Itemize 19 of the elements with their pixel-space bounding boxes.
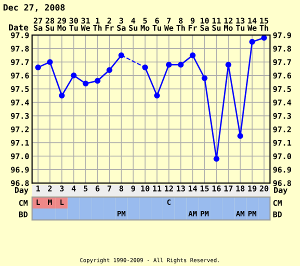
point [178, 62, 184, 68]
point [237, 133, 244, 139]
point [82, 80, 89, 86]
point [202, 75, 208, 82]
point [94, 78, 100, 84]
point [190, 52, 196, 58]
chart-title: Dec 27, 2008 [4, 4, 65, 12]
point [166, 62, 172, 68]
point [261, 35, 267, 41]
point [106, 67, 112, 73]
point [70, 72, 77, 78]
point [154, 92, 160, 99]
x-axis-title: Date [9, 24, 28, 31]
point [249, 38, 256, 45]
point [47, 59, 53, 65]
point [225, 62, 232, 68]
point [58, 92, 65, 99]
point [35, 64, 41, 70]
point [214, 156, 220, 162]
